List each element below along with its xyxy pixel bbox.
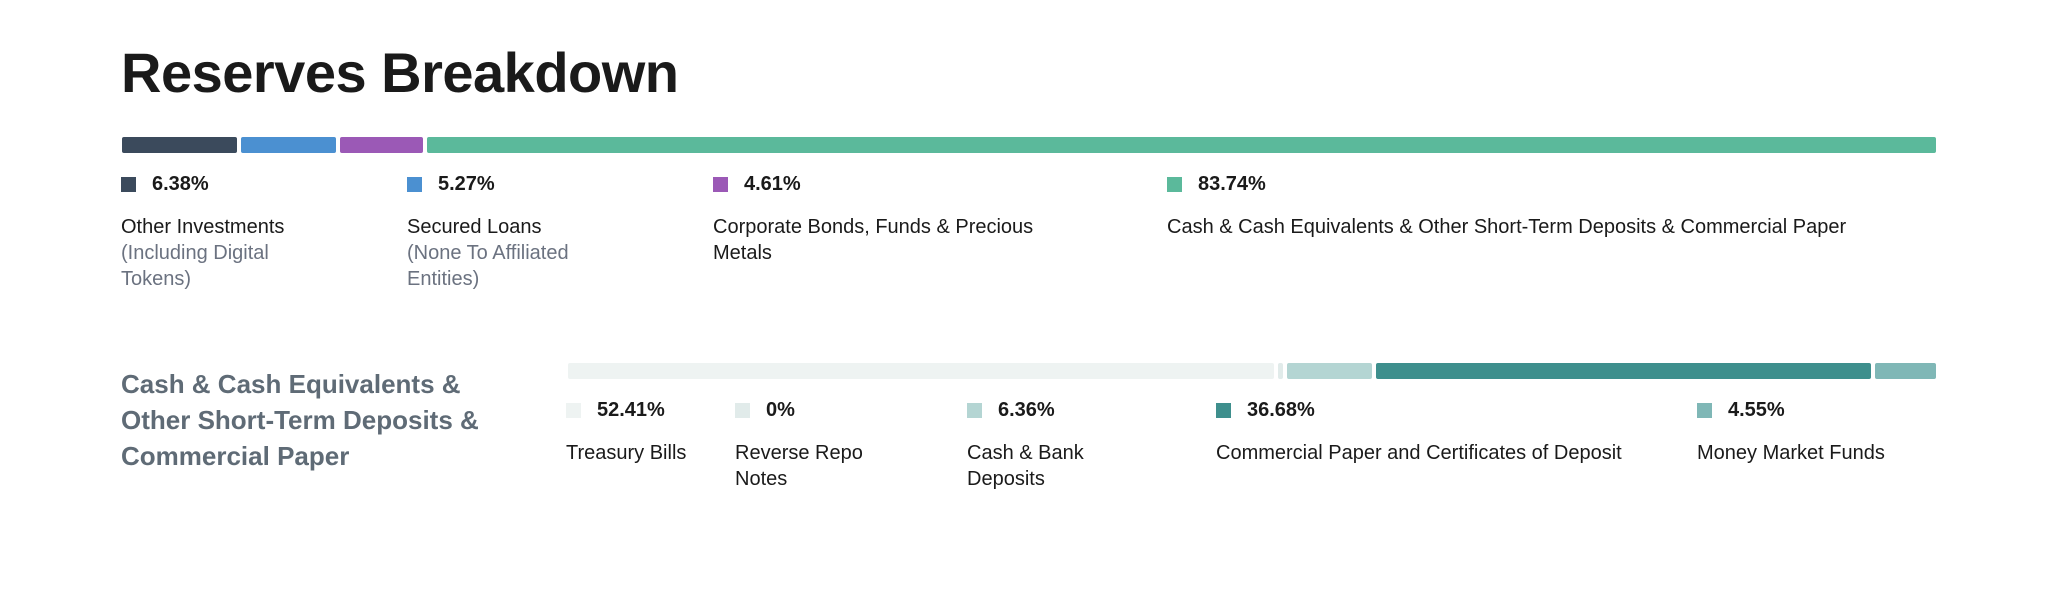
legend-swatch xyxy=(967,402,982,418)
bar-segment-corporate-bonds[interactable] xyxy=(339,137,424,153)
legend-percent: 83.74% xyxy=(1198,172,1266,195)
bar-segment-secured-loans[interactable] xyxy=(240,137,336,153)
legend-swatch xyxy=(566,402,581,418)
legend-swatch xyxy=(1167,176,1182,192)
legend-item-commercial-paper: 36.68% Commercial Paper and Certificates… xyxy=(1216,396,1636,466)
legend-percent: 36.68% xyxy=(1247,398,1315,421)
legend-percent: 52.41% xyxy=(597,398,665,421)
legend-label: Reverse Repo Notes xyxy=(735,442,863,490)
legend-swatch xyxy=(1697,402,1712,418)
bar-segment-cash-equivalents[interactable] xyxy=(427,137,1937,153)
legend-percent: 5.27% xyxy=(438,172,495,195)
legend-sublabel: (Including Digital Tokens) xyxy=(121,242,269,290)
legend-label: Treasury Bills xyxy=(566,442,687,464)
bar-segment-money-market[interactable] xyxy=(1874,363,1937,379)
legend-percent: 4.61% xyxy=(744,172,801,195)
legend-item-corporate-bonds: 4.61% Corporate Bonds, Funds & Precious … xyxy=(713,170,1093,266)
bar-segment-cash-bank[interactable] xyxy=(1286,363,1373,379)
legend-item-cash-equivalents: 83.74% Cash & Cash Equivalents & Other S… xyxy=(1167,170,1867,240)
bar-segment-reverse-repo[interactable] xyxy=(1278,363,1283,379)
legend-item-reverse-repo: 0% Reverse Repo Notes xyxy=(735,396,905,492)
legend-percent: 6.36% xyxy=(998,398,1055,421)
legend-item-money-market: 4.55% Money Market Funds xyxy=(1697,396,1887,466)
page-title: Reserves Breakdown xyxy=(121,41,679,104)
legend-item-treasury-bills: 52.41% Treasury Bills xyxy=(566,396,696,466)
bar-segment-other-investments[interactable] xyxy=(122,137,237,153)
legend-swatch xyxy=(1216,402,1231,418)
legend-label: Secured Loans xyxy=(407,216,542,238)
legend-sublabel: (None To Affiliated Entities) xyxy=(407,242,569,290)
legend-item-other-investments: 6.38% Other Investments (Including Digit… xyxy=(121,170,321,292)
legend-label: Money Market Funds xyxy=(1697,442,1885,464)
bar-segment-treasury-bills[interactable] xyxy=(568,363,1275,379)
legend-swatch xyxy=(407,176,422,192)
legend-percent: 4.55% xyxy=(1728,398,1785,421)
legend-swatch xyxy=(121,176,136,192)
legend-label: Cash & Bank Deposits xyxy=(967,442,1084,490)
cash-breakdown-stacked-bar xyxy=(568,363,1937,379)
bar-segment-commercial-paper[interactable] xyxy=(1376,363,1871,379)
cash-breakdown-title: Cash & Cash Equivalents & Other Short-Te… xyxy=(121,369,479,471)
legend-swatch xyxy=(713,176,728,192)
legend-label: Commercial Paper and Certificates of Dep… xyxy=(1216,442,1622,464)
legend-label: Corporate Bonds, Funds & Precious Metals xyxy=(713,216,1034,264)
reserves-stacked-bar xyxy=(122,137,1937,153)
legend-swatch xyxy=(735,402,750,418)
legend-label: Cash & Cash Equivalents & Other Short-Te… xyxy=(1167,216,1847,238)
legend-label: Other Investments xyxy=(121,216,285,238)
legend-percent: 0% xyxy=(766,398,795,421)
legend-item-cash-bank: 6.36% Cash & Bank Deposits xyxy=(967,396,1127,492)
legend-percent: 6.38% xyxy=(152,172,209,195)
legend-item-secured-loans: 5.27% Secured Loans (None To Affiliated … xyxy=(407,170,627,292)
